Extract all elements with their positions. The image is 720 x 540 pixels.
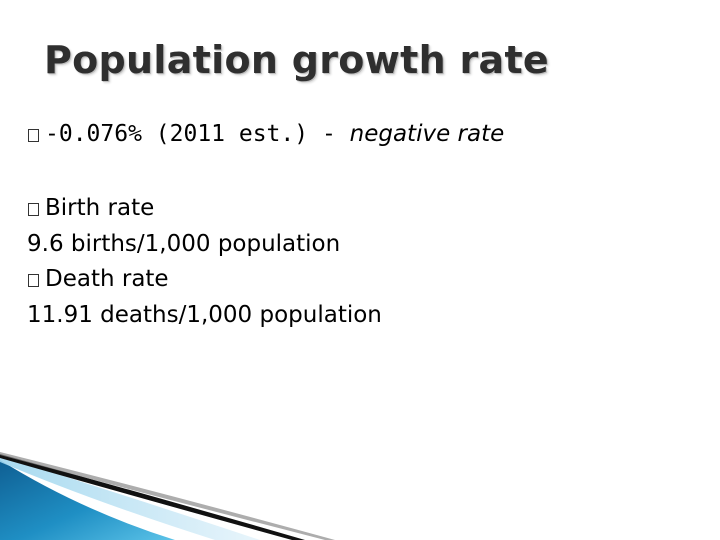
death-rate-label: Death rate	[45, 266, 169, 292]
death-rate-item: Death rate	[28, 264, 169, 294]
slide-title: Population growth rate	[44, 38, 549, 82]
death-rate-value: 11.91 deaths/1,000 population	[27, 302, 382, 328]
birth-rate-value: 9.6 births/1,000 population	[27, 231, 341, 257]
square-bullet-icon	[28, 203, 39, 216]
swoosh-light-band	[0, 456, 260, 540]
square-bullet-icon	[28, 129, 39, 142]
birth-rate-item: Birth rate	[28, 193, 154, 223]
swoosh-grey-line	[0, 452, 335, 540]
square-bullet-icon	[28, 274, 39, 287]
growth-rate-value: -0.076% (2011 est.) -	[45, 121, 350, 147]
growth-rate-note: negative rate	[349, 121, 505, 147]
decorative-corner-swoosh	[0, 452, 335, 540]
growth-rate-item: -0.076% (2011 est.) - negative rate	[28, 119, 504, 149]
birth-rate-label: Birth rate	[45, 195, 155, 221]
swoosh-dark-line	[0, 454, 305, 540]
swoosh-blue-wedge	[0, 460, 175, 540]
